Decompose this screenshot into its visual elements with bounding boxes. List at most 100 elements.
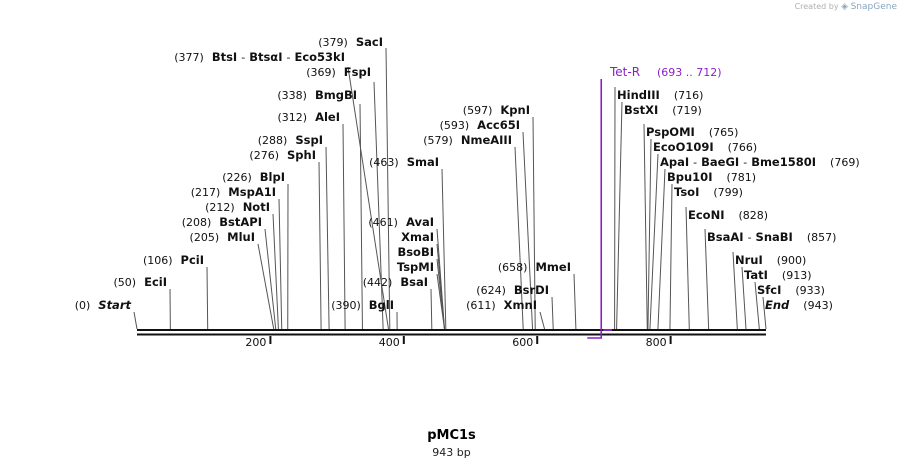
enzyme-name: BsrDI bbox=[514, 283, 549, 297]
site-label-pcii[interactable]: (106) PciI bbox=[143, 253, 204, 267]
site-label-bmgbi[interactable]: (338) BmgBI bbox=[277, 88, 357, 102]
site-label-bstxi[interactable]: BstXI (719) bbox=[624, 103, 702, 117]
enzyme-name: SphI bbox=[287, 148, 316, 162]
enzyme-name: TatI bbox=[744, 268, 768, 282]
site-label-pspomi[interactable]: PspOMI (765) bbox=[646, 125, 738, 139]
site-label-alei[interactable]: (312) AleI bbox=[277, 110, 340, 124]
site-label-bsaai[interactable]: BsaAI - SnaBI (857) bbox=[707, 230, 836, 244]
site-line bbox=[741, 266, 747, 330]
enzyme-name: Start bbox=[98, 298, 131, 312]
site-label-saci[interactable]: (379) SacI bbox=[318, 35, 383, 49]
site-label-xmai[interactable]: XmaI bbox=[401, 230, 434, 244]
axis-tick: 200 bbox=[245, 336, 272, 349]
site-label-fspi[interactable]: (369) FspI bbox=[306, 65, 371, 79]
site-position: (288) bbox=[258, 134, 288, 147]
site-label-bsai[interactable]: (442) BsaI bbox=[363, 275, 428, 289]
site-label-acc65i[interactable]: (593) Acc65I bbox=[440, 118, 520, 132]
site-line bbox=[532, 116, 536, 330]
site-position: (624) bbox=[476, 284, 506, 297]
site-label-mlui[interactable]: (205) MluI bbox=[190, 230, 255, 244]
site-label-sfci[interactable]: SfcI (933) bbox=[757, 283, 825, 297]
site-line bbox=[318, 161, 322, 330]
enzyme-name: HindIII bbox=[617, 88, 660, 102]
enzyme-name: BglI bbox=[369, 298, 394, 312]
separator: - bbox=[748, 231, 752, 244]
enzyme-name: BlpI bbox=[260, 170, 285, 184]
separator: - bbox=[743, 156, 747, 169]
enzyme-name: BstXI bbox=[624, 103, 658, 117]
enzyme-name: XmnI bbox=[504, 298, 537, 312]
site-line bbox=[133, 311, 138, 330]
enzyme-name: AleI bbox=[315, 110, 340, 124]
site-position: (442) bbox=[363, 276, 393, 289]
site-label-mmei[interactable]: (658) MmeI bbox=[498, 260, 571, 274]
enzyme-name: MspA1I bbox=[228, 185, 276, 199]
enzyme-name: BsaI bbox=[400, 275, 428, 289]
site-label-sspi[interactable]: (288) SspI bbox=[258, 133, 323, 147]
site-label-bsobi[interactable]: BsoBI bbox=[397, 245, 434, 259]
site-label-bpu10i[interactable]: Bpu10I (781) bbox=[667, 170, 756, 184]
site-label-smai[interactable]: (463) SmaI bbox=[369, 155, 439, 169]
site-line bbox=[257, 243, 275, 330]
site-label-econi[interactable]: EcoNI (828) bbox=[688, 208, 768, 222]
enzyme-name: SfcI bbox=[757, 283, 781, 297]
site-label-bstapi[interactable]: (208) BstAPI bbox=[182, 215, 262, 229]
enzyme-name: MmeI bbox=[535, 260, 571, 274]
enzyme-name: KpnI bbox=[500, 103, 530, 117]
feature-name: Tet-R bbox=[609, 65, 640, 79]
site-label-tsoi[interactable]: TsoI (799) bbox=[674, 185, 743, 199]
site-label-end[interactable]: End (943) bbox=[765, 298, 833, 312]
site-label-mspa1i[interactable]: (217) MspA1I bbox=[191, 185, 276, 199]
site-label-kpni[interactable]: (597) KpnI bbox=[463, 103, 530, 117]
enzyme-name: NruI bbox=[735, 253, 763, 267]
site-label-avai[interactable]: (461) AvaI bbox=[368, 215, 434, 229]
site-position: (369) bbox=[306, 66, 336, 79]
site-label-hindiii[interactable]: HindIII (716) bbox=[617, 88, 703, 102]
enzyme-name: BtsI bbox=[212, 50, 237, 64]
site-label-ecoo109i[interactable]: EcoO109I (766) bbox=[653, 140, 757, 154]
site-position: (312) bbox=[277, 111, 307, 124]
plasmid-name: pMC1s bbox=[427, 428, 476, 443]
site-position: (781) bbox=[726, 171, 756, 184]
site-label-btsi[interactable]: (377) BtsI - BtsαI - Eco53kI bbox=[174, 50, 345, 64]
site-label-apai[interactable]: ApaI - BaeGI - Bme1580I (769) bbox=[660, 155, 860, 169]
site-line bbox=[514, 146, 524, 330]
site-label-bsrdi[interactable]: (624) BsrDI bbox=[476, 283, 549, 297]
site-position: (719) bbox=[672, 104, 702, 117]
site-label-nmeaiii[interactable]: (579) NmeAIII bbox=[423, 133, 512, 147]
site-label-blpi[interactable]: (226) BlpI bbox=[222, 170, 285, 184]
site-label-noti[interactable]: (212) NotI bbox=[205, 200, 270, 214]
site-line bbox=[657, 168, 666, 330]
enzyme-name: Eco53kI bbox=[294, 50, 345, 64]
site-line bbox=[685, 206, 690, 330]
site-label-sphi[interactable]: (276) SphI bbox=[249, 148, 316, 162]
site-position: (463) bbox=[369, 156, 399, 169]
site-position: (658) bbox=[498, 261, 528, 274]
site-line bbox=[643, 123, 648, 330]
site-label-tati[interactable]: TatI (913) bbox=[744, 268, 812, 282]
separator: - bbox=[287, 51, 291, 64]
axis-tick-label: 800 bbox=[646, 336, 667, 349]
site-line bbox=[441, 168, 447, 330]
site-line bbox=[669, 183, 673, 330]
site-position: (50) bbox=[114, 276, 137, 289]
feature-tet-r[interactable]: Tet-R (693 .. 712) bbox=[587, 65, 722, 339]
site-position: (579) bbox=[423, 134, 453, 147]
site-label-tspmi[interactable]: TspMI bbox=[397, 260, 434, 274]
site-position: (597) bbox=[463, 104, 493, 117]
site-line bbox=[264, 228, 277, 330]
site-label-ecii[interactable]: (50) EciI bbox=[114, 275, 168, 289]
site-line bbox=[762, 296, 767, 330]
site-position: (377) bbox=[174, 51, 204, 64]
site-label-bgli[interactable]: (390) BglI bbox=[331, 298, 394, 312]
enzyme-name: XmaI bbox=[401, 230, 434, 244]
site-label-xmni[interactable]: (611) XmnI bbox=[466, 298, 537, 312]
site-label-nrui[interactable]: NruI (900) bbox=[735, 253, 806, 267]
site-label-start[interactable]: (0) Start bbox=[75, 298, 132, 312]
site-position: (461) bbox=[368, 216, 398, 229]
enzyme-name: MluI bbox=[227, 230, 255, 244]
enzyme-name: BsaAI bbox=[707, 230, 744, 244]
linear-map: 200 400 600 800 Tet-R (693 .. 712) (377) BtsI… bbox=[75, 35, 860, 349]
enzyme-name: BtsαI bbox=[249, 50, 282, 64]
